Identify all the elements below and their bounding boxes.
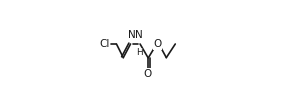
- Text: H: H: [136, 48, 142, 57]
- Text: O: O: [144, 69, 152, 79]
- Text: N: N: [135, 30, 143, 40]
- Text: N: N: [128, 30, 135, 40]
- Text: Cl: Cl: [99, 39, 110, 49]
- Text: O: O: [154, 39, 162, 49]
